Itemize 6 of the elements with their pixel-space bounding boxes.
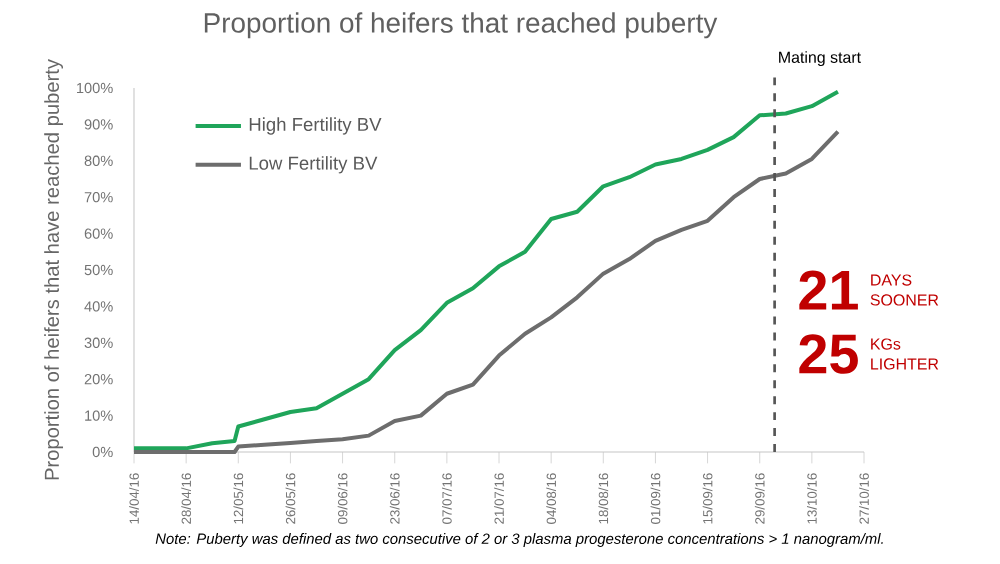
- chart-title: Proportion of heifers that reached puberty: [204, 12, 718, 39]
- legend-label: High Fertility BV: [249, 117, 382, 135]
- legend-label: Low Fertility BV: [249, 156, 378, 174]
- annotation: 21: [799, 270, 858, 310]
- y-axis-title: Proportion of heifers that have reached puberty: [44, 59, 64, 480]
- annotation: 25: [799, 334, 858, 374]
